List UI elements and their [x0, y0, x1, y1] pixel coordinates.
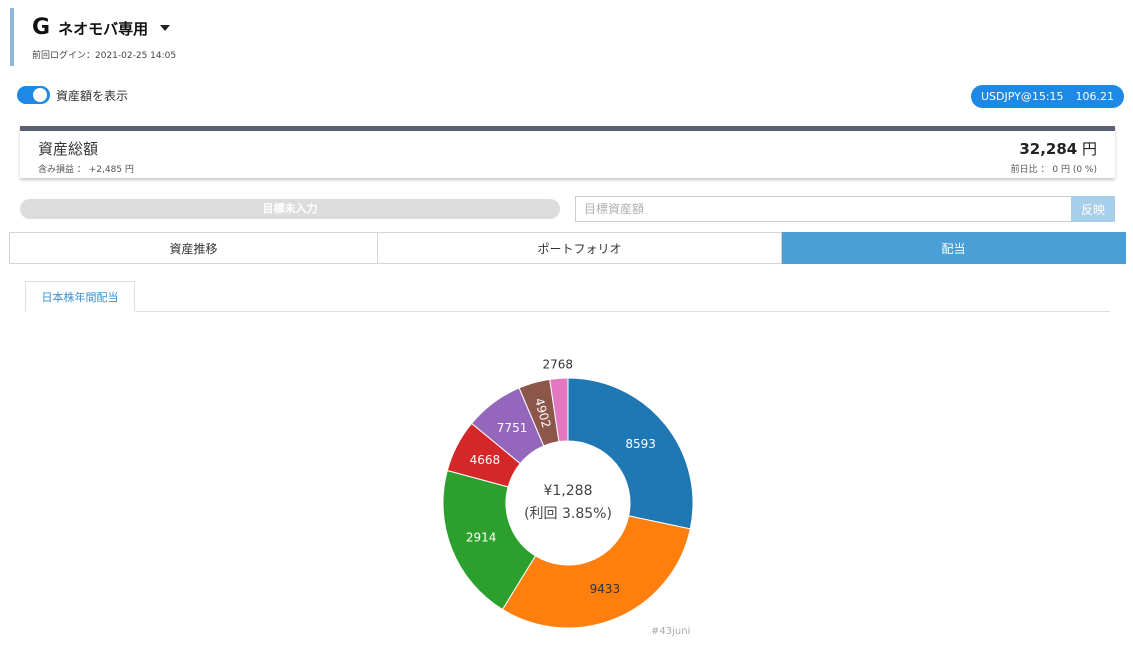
- total-value-number: 32,284: [1019, 140, 1078, 158]
- day-change: 前日比 ： 0 円 (0 %): [1010, 165, 1097, 175]
- fx-rate: 106.21: [1075, 90, 1115, 103]
- slice-9433[interactable]: [501, 515, 691, 629]
- sub-tabs: 日本株年間配当: [25, 281, 1110, 312]
- slice-label-4668: 4668: [470, 453, 501, 467]
- account-header: G ネオモバ専用 前回ログイン：2021-02-25 14:05: [10, 8, 176, 66]
- g-logo-icon: G: [32, 15, 51, 40]
- fx-pair: USDJPY@15:15: [981, 90, 1064, 103]
- tab-dividend[interactable]: 配当: [782, 232, 1126, 264]
- tab-jp-annual-dividend[interactable]: 日本株年間配当: [25, 281, 135, 312]
- annual-dividend-total: ¥1,288: [543, 483, 593, 499]
- goal-progress-bar: 目標未入力: [20, 199, 560, 219]
- total-value-unit: 円: [1077, 140, 1097, 158]
- tab-asset-history[interactable]: 資産推移: [9, 232, 378, 264]
- apply-goal-button[interactable]: 反映: [1071, 196, 1115, 222]
- slice-label-2768: 2768: [543, 357, 574, 371]
- slice-2768[interactable]: [549, 377, 569, 443]
- slice-8593[interactable]: [567, 377, 694, 530]
- show-amount-label: 資産額を表示: [56, 88, 129, 103]
- show-amount-toggle[interactable]: [17, 86, 50, 104]
- total-assets-card: 資産総額 含み損益 ： +2,485 円 32,284 円 前日比 ： 0 円 …: [20, 126, 1115, 178]
- total-assets-title: 資産総額: [38, 140, 99, 158]
- main-tabs: 資産推移 ポートフォリオ 配当: [9, 232, 1126, 264]
- fx-rate-badge: USDJPY@15:15 106.21: [971, 85, 1124, 108]
- unrealized-gain: 含み損益 ： +2,485 円: [38, 165, 134, 175]
- show-amount-toggle-row: 資産額を表示: [17, 86, 128, 104]
- slice-label-9433: 9433: [590, 582, 621, 596]
- tab-portfolio[interactable]: ポートフォリオ: [378, 232, 782, 264]
- account-switcher[interactable]: G ネオモバ専用: [32, 16, 176, 40]
- goal-amount-input[interactable]: [575, 196, 1072, 222]
- last-login: 前回ログイン：2021-02-25 14:05: [32, 51, 177, 61]
- dividend-donut-chart: 8593 9433 2914 4668 7751 4902 2768 ¥1,288 (利回 …: [418, 355, 718, 650]
- slice-2914[interactable]: [442, 469, 537, 611]
- caret-down-icon[interactable]: [160, 25, 171, 31]
- watermark: #43juni: [651, 626, 691, 637]
- slice-label-7751: 7751: [497, 421, 528, 435]
- slice-label-8593: 8593: [625, 437, 656, 451]
- dividend-yield: (利回 3.85%): [524, 506, 612, 522]
- toggle-knob: [33, 88, 47, 102]
- total-assets-value: 32,284 円: [1019, 138, 1097, 159]
- account-name[interactable]: ネオモバ専用: [58, 19, 149, 38]
- slice-label-2914: 2914: [466, 531, 497, 545]
